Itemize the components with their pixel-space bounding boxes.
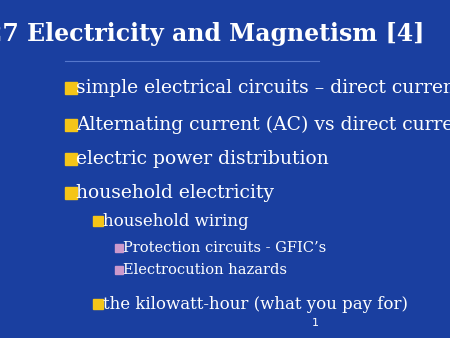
Text: L 27 Electricity and Magnetism [4]: L 27 Electricity and Magnetism [4] xyxy=(0,22,424,46)
Text: electric power distribution: electric power distribution xyxy=(76,150,329,168)
Text: the kilowatt-hour (what you pay for): the kilowatt-hour (what you pay for) xyxy=(103,296,408,313)
Text: 1: 1 xyxy=(312,318,319,328)
Text: household electricity: household electricity xyxy=(76,184,274,202)
Text: Protection circuits - GFIC’s: Protection circuits - GFIC’s xyxy=(123,241,327,256)
Text: Electrocution hazards: Electrocution hazards xyxy=(123,263,288,277)
Text: simple electrical circuits – direct current DC: simple electrical circuits – direct curr… xyxy=(76,79,450,97)
Text: household wiring: household wiring xyxy=(103,213,249,230)
Text: Alternating current (AC) vs direct current (DC): Alternating current (AC) vs direct curre… xyxy=(76,116,450,134)
